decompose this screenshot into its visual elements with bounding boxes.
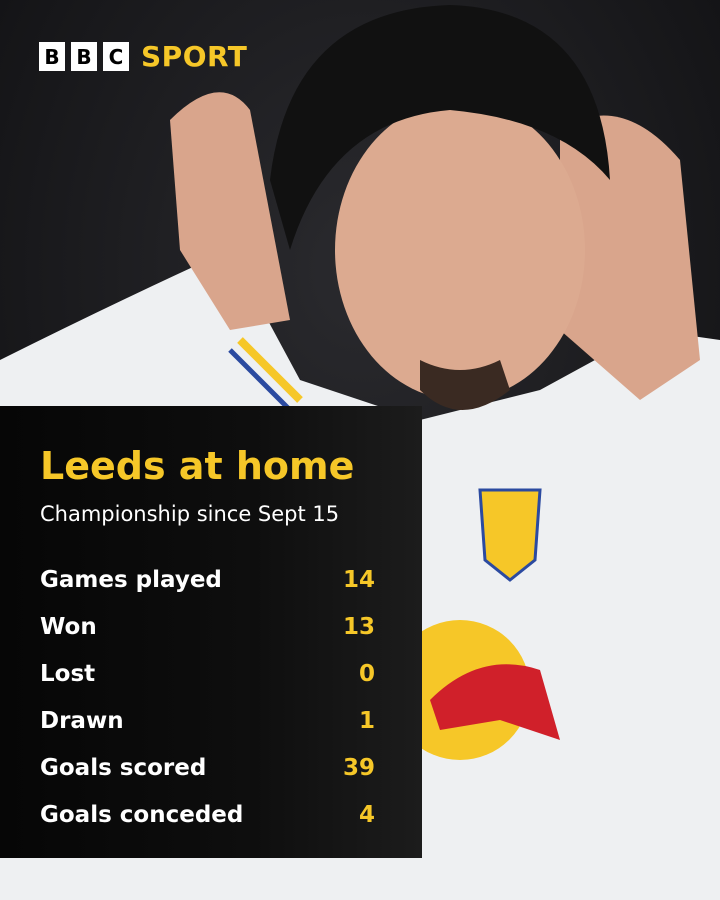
stat-label: Goals conceded — [40, 801, 244, 828]
stat-row: Won 13 — [40, 603, 375, 650]
stats-panel: Leeds at home Championship since Sept 15… — [0, 406, 422, 858]
stat-label: Drawn — [40, 707, 124, 734]
stat-value: 0 — [358, 660, 375, 687]
logo-sport: SPORT — [141, 40, 248, 73]
stat-label: Goals scored — [40, 754, 207, 781]
stat-row: Lost 0 — [40, 650, 375, 697]
panel-title: Leeds at home — [40, 444, 355, 488]
stat-label: Lost — [40, 660, 96, 687]
logo-letter: C — [103, 42, 129, 71]
stat-value: 4 — [358, 801, 375, 828]
stat-value: 13 — [342, 613, 375, 640]
stat-row: Goals scored 39 — [40, 744, 375, 791]
stat-label: Games played — [40, 566, 222, 593]
stat-value: 39 — [342, 754, 375, 781]
logo-letter: B — [39, 42, 65, 71]
panel-subtitle: Championship since Sept 15 — [40, 502, 340, 526]
stat-value: 14 — [342, 566, 375, 593]
stat-row: Games played 14 — [40, 556, 375, 603]
stat-row: Goals conceded 4 — [40, 791, 375, 838]
stat-label: Won — [40, 613, 97, 640]
bbc-sport-logo: B B C SPORT — [39, 40, 247, 73]
stat-value: 1 — [358, 707, 375, 734]
logo-letter: B — [71, 42, 97, 71]
stats-list: Games played 14 Won 13 Lost 0 Drawn 1 Goals … — [40, 556, 375, 838]
stat-row: Drawn 1 — [40, 697, 375, 744]
